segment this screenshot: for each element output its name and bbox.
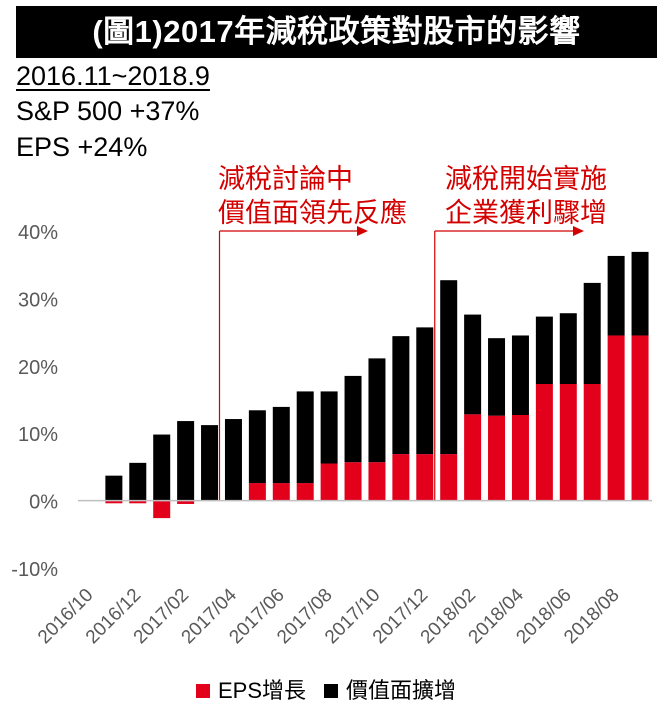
- bar-valuation: [224, 419, 242, 501]
- bar-valuation: [535, 316, 553, 384]
- annotation-tax-implemented-line1: 減稅開始實施: [445, 164, 607, 194]
- bar-eps: [248, 483, 266, 501]
- bar-valuation: [511, 335, 529, 416]
- bar-valuation: [344, 375, 362, 463]
- annotation-tax-discussion-line2: 價值面領先反應: [218, 198, 407, 228]
- bar-eps: [153, 500, 171, 519]
- bar-eps: [105, 500, 123, 504]
- legend-valuation-swatch: [324, 684, 338, 698]
- bar-valuation: [105, 475, 123, 501]
- bar-eps: [559, 383, 577, 501]
- bar-valuation: [201, 425, 219, 501]
- bar-valuation: [153, 434, 171, 501]
- legend-valuation-label: 價值面擴增: [346, 678, 457, 703]
- bar-eps: [344, 462, 362, 501]
- bar-eps: [129, 500, 147, 504]
- bar-eps: [296, 483, 314, 501]
- annotation-tax-implemented-line2: 企業獲利驟增: [445, 198, 607, 228]
- period-arrow-head: [357, 226, 368, 236]
- bar-valuation: [488, 338, 506, 416]
- legend-valuation: 價值面擴增: [324, 676, 456, 706]
- bar-eps: [416, 454, 434, 501]
- y-tick-label: 40%: [18, 222, 58, 244]
- bar-valuation: [248, 410, 266, 484]
- bar-valuation: [320, 391, 338, 464]
- bar-valuation: [583, 282, 601, 384]
- annotation-tax-discussion-line1: 減稅討論中: [218, 164, 353, 194]
- bar-valuation: [129, 462, 147, 501]
- chart-title: (圖1)2017年減稅政策對股市的影響: [16, 6, 657, 58]
- bar-eps: [177, 500, 195, 504]
- bar-eps: [631, 335, 649, 501]
- y-tick-label: 0%: [29, 492, 58, 514]
- bar-eps: [607, 335, 625, 501]
- legend-eps-label: EPS增長: [218, 678, 307, 703]
- y-tick-label: 20%: [18, 357, 58, 379]
- bar-valuation: [177, 421, 195, 501]
- annotation-tax-implemented: 減稅開始實施 企業獲利驟增: [445, 162, 607, 230]
- eps-change: EPS +24%: [16, 132, 148, 162]
- x-axis: 2016/102016/122017/022017/042017/062017/…: [34, 499, 652, 648]
- bar-valuation: [631, 251, 649, 336]
- bar-valuation: [272, 406, 290, 484]
- bar-valuation: [464, 314, 482, 415]
- bar-eps: [535, 383, 553, 501]
- bar-eps: [511, 415, 529, 501]
- period-label: 2016.11~2018.9: [16, 61, 210, 91]
- bar-eps: [488, 415, 506, 501]
- period-markers: [218, 226, 584, 501]
- bar-valuation: [368, 358, 386, 463]
- bar-valuation: [559, 313, 577, 384]
- bar-valuation: [296, 391, 314, 484]
- annotation-tax-discussion: 減稅討論中 價值面領先反應: [218, 162, 407, 230]
- bar-valuation: [607, 255, 625, 336]
- bar-eps: [440, 454, 458, 501]
- bar-eps: [368, 462, 386, 501]
- bar-eps: [320, 463, 338, 501]
- bar-eps: [583, 383, 601, 501]
- y-tick-label: -10%: [11, 559, 58, 581]
- y-tick-label: 10%: [18, 424, 58, 446]
- legend-eps: EPS增長: [196, 676, 306, 706]
- bar-eps: [392, 454, 410, 501]
- bar-eps: [464, 414, 482, 501]
- sp500-change: S&P 500 +37%: [16, 96, 200, 126]
- bar-valuation: [440, 280, 458, 455]
- y-tick-label: 30%: [18, 289, 58, 311]
- legend-eps-swatch: [196, 684, 210, 698]
- period-arrow-head: [573, 226, 584, 236]
- y-axis: -10% 0% 10% 20% 30% 40%: [11, 222, 58, 581]
- bar-valuation: [392, 336, 410, 455]
- bar-eps: [272, 483, 290, 501]
- bar-valuation: [416, 327, 434, 455]
- bars: [105, 251, 649, 519]
